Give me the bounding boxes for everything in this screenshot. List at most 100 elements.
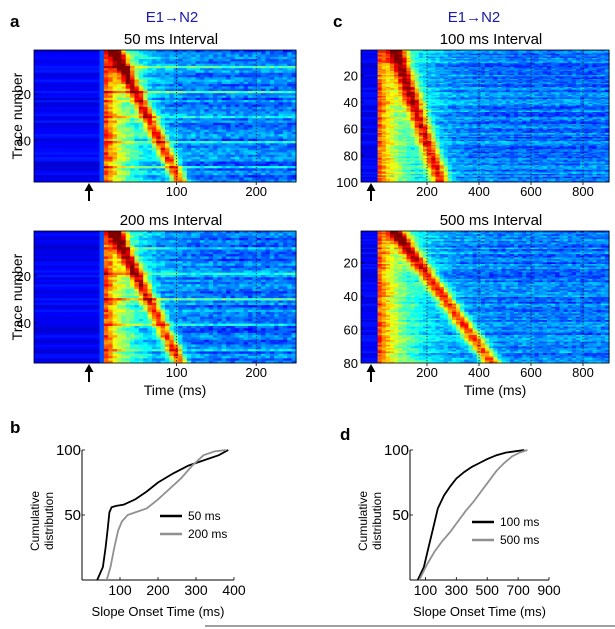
heatmap-cell xyxy=(178,275,184,278)
heatmap-cell xyxy=(116,81,122,85)
heatmap-cell xyxy=(169,244,175,248)
heatmap-cell xyxy=(51,65,57,69)
heatmap-cell xyxy=(68,136,74,140)
heatmap-cell xyxy=(278,122,284,126)
heatmap-cell xyxy=(90,242,96,246)
heatmap-cell xyxy=(51,270,57,274)
heatmap-cell xyxy=(68,54,74,58)
heatmap-cell xyxy=(239,136,245,140)
heatmap-cell xyxy=(230,52,236,55)
heatmap-cell xyxy=(165,145,170,149)
heatmap-cell xyxy=(186,261,192,264)
heatmap-cell xyxy=(55,145,61,149)
heatmap-cell xyxy=(169,150,175,153)
heatmap-cell xyxy=(182,159,188,162)
heatmap-cell xyxy=(47,70,53,74)
heatmap-cell xyxy=(230,172,236,176)
heatmap-cell xyxy=(134,81,140,85)
heatmap-cell xyxy=(191,141,197,144)
heatmap-cell xyxy=(252,54,258,58)
heatmap-cell xyxy=(226,129,232,133)
heatmap-cell xyxy=(60,172,66,176)
heatmap-cell xyxy=(38,61,44,65)
heatmap-cell xyxy=(274,268,280,271)
heatmap-cell xyxy=(252,104,258,108)
heatmap-cell xyxy=(186,166,192,169)
heatmap-cell xyxy=(182,263,188,267)
heatmap-cell xyxy=(143,235,149,239)
heatmap-cell xyxy=(34,244,39,248)
heatmap-cell xyxy=(125,90,131,94)
heatmap-cell xyxy=(151,251,157,255)
heatmap-cell xyxy=(204,168,210,172)
heatmap-cell xyxy=(243,109,249,112)
heatmap-cell xyxy=(95,166,101,169)
heatmap-cell xyxy=(213,70,218,74)
heatmap-cell xyxy=(265,122,271,126)
heatmap-cell xyxy=(291,106,297,110)
heatmap-cell xyxy=(208,122,214,126)
heatmap-cell xyxy=(182,177,188,181)
heatmap-cell xyxy=(38,109,44,112)
heatmap-cell xyxy=(243,175,249,178)
heatmap-cell xyxy=(51,163,57,167)
heatmap-cell xyxy=(138,118,144,121)
heatmap-cell xyxy=(191,240,197,243)
heatmap-cell xyxy=(156,136,162,140)
heatmap-cell xyxy=(138,161,144,165)
heatmap-cell xyxy=(186,86,192,90)
heatmap-cell xyxy=(261,247,267,250)
heatmap-cell xyxy=(169,247,175,250)
heatmap-cell xyxy=(274,97,280,101)
heatmap-cell xyxy=(247,150,253,153)
heatmap-cell xyxy=(116,284,122,287)
heatmap-cell xyxy=(55,141,61,144)
heatmap-cell xyxy=(204,237,210,241)
heatmap-cell xyxy=(121,56,127,60)
heatmap-cell xyxy=(60,281,66,285)
heatmap-cell xyxy=(182,172,188,176)
heatmap-cell xyxy=(151,120,157,124)
heatmap-cell xyxy=(239,79,245,83)
heatmap-cell xyxy=(287,166,293,169)
heatmap-cell xyxy=(121,125,127,128)
heatmap-cell xyxy=(169,163,175,167)
heatmap-cell xyxy=(265,150,271,153)
heatmap-cell xyxy=(247,95,253,99)
heatmap-cell xyxy=(278,275,284,278)
heatmap-cell xyxy=(103,100,109,103)
heatmap-cell xyxy=(269,120,275,124)
heatmap-cell xyxy=(199,65,205,69)
heatmap-cell xyxy=(230,88,236,92)
heatmap-cell xyxy=(38,251,44,255)
heatmap-cell xyxy=(169,251,175,255)
heatmap-cell xyxy=(38,272,44,276)
heatmap-cell xyxy=(68,59,74,62)
heatmap-cell xyxy=(182,120,188,124)
heatmap-cell xyxy=(269,261,275,264)
heatmap-cell xyxy=(77,175,83,178)
heatmap-cell xyxy=(151,72,157,76)
heatmap-cell xyxy=(265,249,271,253)
heatmap-cell xyxy=(151,177,157,181)
heatmap-cell xyxy=(291,233,297,237)
heatmap-cell xyxy=(51,54,57,58)
heatmap-cell xyxy=(147,97,153,101)
heatmap-cell xyxy=(282,134,288,137)
heatmap-cell xyxy=(134,172,140,176)
heatmap-cell xyxy=(252,270,258,274)
heatmap-cell xyxy=(291,97,297,101)
heatmap-cell xyxy=(230,61,236,65)
heatmap-cell xyxy=(73,131,79,135)
heatmap-cell xyxy=(247,122,253,126)
heatmap-cell xyxy=(160,79,166,83)
heatmap-cell xyxy=(160,237,166,241)
heatmap-cell xyxy=(108,122,114,126)
heatmap-cell xyxy=(86,156,92,160)
heatmap-cell xyxy=(68,125,74,128)
heatmap-cell xyxy=(182,272,188,276)
heatmap-cell xyxy=(143,111,149,115)
heatmap-cell xyxy=(82,156,87,160)
heatmap-cell xyxy=(51,75,57,78)
heatmap-cell xyxy=(247,77,253,80)
